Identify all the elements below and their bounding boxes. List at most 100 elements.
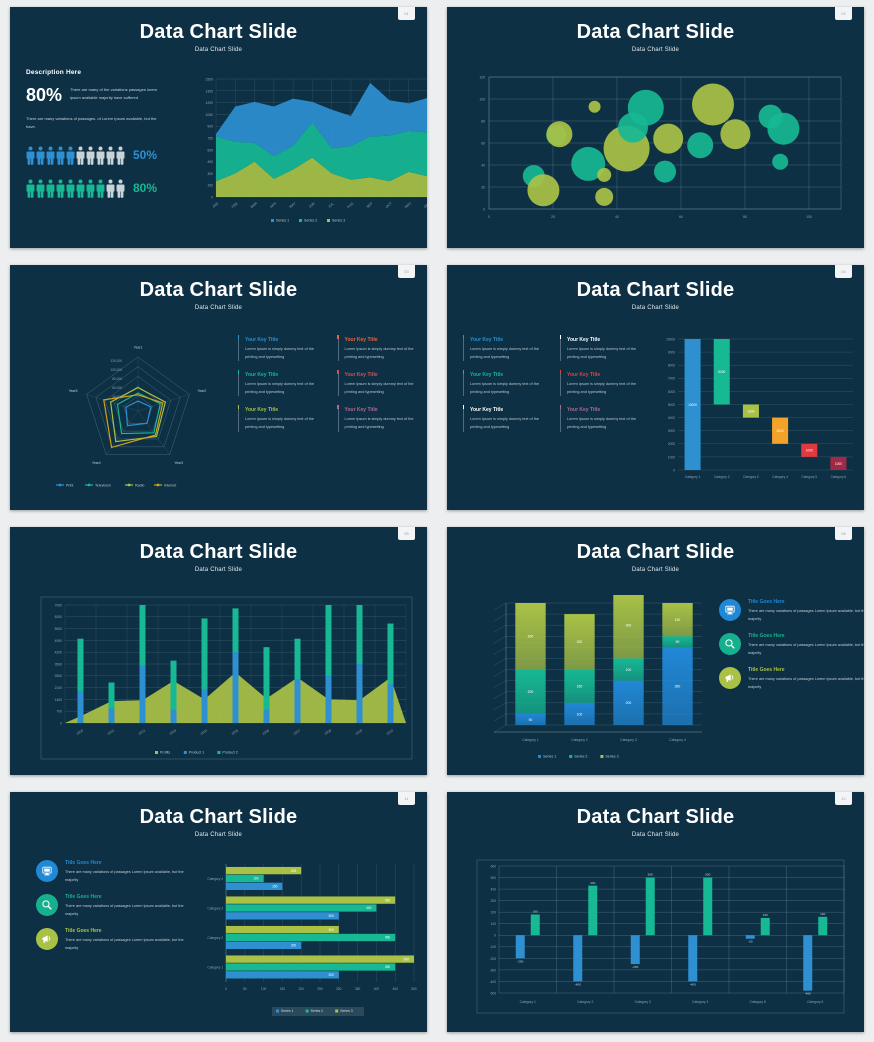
svg-text:450: 450 [385, 936, 391, 940]
slide-3[interactable]: 03 Data Chart Slide Data Chart Slide 120… [10, 265, 427, 510]
svg-text:Category 2: Category 2 [207, 936, 223, 940]
svg-text:400: 400 [491, 887, 497, 891]
slide-4[interactable]: 04 Data Chart Slide Data Chart Slide You… [447, 265, 864, 510]
svg-text:750: 750 [207, 137, 213, 141]
slide-number-badge: 11 [398, 792, 415, 805]
slide-7[interactable]: 11 Data Chart Slide Data Chart Slide Tit… [10, 792, 427, 1032]
page-title: Data Chart Slide [139, 806, 298, 828]
svg-text:600: 600 [491, 864, 497, 868]
key-points-list: Your Key Title Lorem Ipsum is simply dumm… [462, 335, 643, 432]
svg-text:Series 3: Series 3 [332, 219, 345, 223]
bullet-marker [462, 370, 464, 375]
svg-text:80,000: 80,000 [112, 377, 122, 381]
slide-cell-8: 12 Data Chart Slide Data Chart Slide 600… [437, 785, 874, 1042]
svg-text:1000: 1000 [835, 462, 842, 466]
svg-text:Year1: Year1 [134, 345, 143, 349]
slide-8[interactable]: 12 Data Chart Slide Data Chart Slide 600… [447, 792, 864, 1032]
svg-text:4000: 4000 [668, 416, 675, 420]
slide-6[interactable]: 06 Data Chart Slide Data Chart Slide 50 2… [447, 527, 864, 775]
stacked-bar-chart-svg: 50 200 300 Category 1 100 150 250 Category 2 200… [493, 591, 702, 759]
svg-text:1400: 1400 [55, 698, 63, 702]
svg-text:0: 0 [60, 721, 62, 725]
page-title: Data Chart Slide [139, 279, 298, 301]
svg-text:OCT: OCT [385, 201, 393, 209]
bullet-marker [337, 370, 339, 375]
svg-text:200: 200 [528, 690, 534, 694]
people-row: 50% [26, 146, 176, 165]
svg-text:60,000: 60,000 [112, 386, 122, 390]
svg-text:2002: 2002 [138, 728, 146, 736]
person-icon [36, 179, 45, 198]
svg-text:120: 120 [479, 76, 485, 80]
person-icon [86, 179, 95, 198]
svg-text:2006: 2006 [262, 728, 270, 736]
svg-text:430: 430 [590, 881, 595, 885]
page-title: Data Chart Slide [576, 806, 735, 828]
svg-text:APR: APR [269, 201, 277, 209]
svg-text:1200: 1200 [205, 101, 213, 105]
slide-number-badge: 12 [835, 792, 852, 805]
key-point: Your Key Title Lorem Ipsum is simply dumm… [337, 370, 424, 397]
slide-1[interactable]: 01 Data Chart Slide Data Chart Slide Des… [10, 7, 427, 248]
description-block: Description Here 80% There are many of t… [26, 69, 176, 198]
svg-text:Year5: Year5 [69, 389, 78, 393]
key-point-body: Lorem Ipsum is simply dummy text of the … [470, 382, 539, 394]
svg-text:-200: -200 [490, 957, 497, 961]
svg-text:500: 500 [648, 873, 653, 877]
svg-text:4900: 4900 [55, 639, 63, 643]
slide-cell-4: 04 Data Chart Slide Data Chart Slide You… [437, 258, 874, 520]
person-icon [96, 146, 105, 165]
page-subtitle: Data Chart Slide [194, 305, 243, 311]
people-percent: 80% [133, 181, 158, 196]
svg-text:2010: 2010 [386, 728, 394, 736]
diverging-bar-chart-s8: 600 500 400 300 200 100 0 -100 -200 -300 -400 -500 -… [469, 856, 854, 1019]
person-icon [26, 179, 35, 198]
svg-text:7000: 7000 [668, 377, 675, 381]
feature-list: Title Goes Here There are many variations… [36, 860, 186, 963]
svg-text:10000: 10000 [666, 337, 675, 341]
svg-text:150: 150 [272, 885, 278, 889]
key-point-body: Lorem Ipsum is simply dummy text of the … [245, 417, 314, 429]
slide-5[interactable]: 05 Data Chart Slide Data Chart Slide 0 70… [10, 527, 427, 775]
key-point-body: Lorem Ipsum is simply dummy text of the … [470, 417, 539, 429]
svg-text:150: 150 [577, 685, 583, 689]
svg-text:300: 300 [528, 635, 534, 639]
svg-text:2005: 2005 [231, 728, 239, 736]
feature-item: Title Goes Here There are many variations… [719, 599, 864, 623]
page-title: Data Chart Slide [576, 21, 735, 43]
page-subtitle: Data Chart Slide [194, 567, 243, 573]
svg-text:500: 500 [705, 873, 710, 877]
people-icons [26, 179, 125, 198]
slide-2[interactable]: 02 Data Chart Slide Data Chart Slide 0 20… [447, 7, 864, 248]
people-icons [26, 146, 125, 165]
page-subtitle: Data Chart Slide [194, 47, 243, 53]
svg-text:300: 300 [491, 899, 497, 903]
svg-text:Internet: Internet [164, 483, 176, 487]
person-icon [66, 179, 75, 198]
svg-text:FEB: FEB [231, 201, 239, 209]
svg-text:160: 160 [820, 912, 825, 916]
radar-chart-s3: 120,000 100,000 80,000 60,000 40,000 Year1 Yea… [50, 333, 230, 493]
svg-text:MAR: MAR [250, 201, 259, 209]
feature-body: There are many variations of passages Lo… [65, 870, 184, 882]
key-point-title: Your Key Title [245, 337, 279, 343]
key-point-body: Lorem Ipsum is simply dummy text of the … [567, 382, 636, 394]
feature-text: Title Goes Here There are many variations… [65, 860, 186, 884]
svg-text:900: 900 [207, 125, 213, 129]
svg-text:40: 40 [615, 215, 619, 219]
svg-text:7000: 7000 [55, 603, 63, 607]
svg-text:Category 2: Category 2 [577, 1000, 593, 1004]
svg-text:Category 1: Category 1 [522, 738, 539, 742]
svg-text:600: 600 [207, 148, 213, 152]
combo-chart-svg: 0 700 1400 2100 2800 3500 4200 4900 5600 6300 7000… [40, 596, 413, 760]
svg-text:Series 3: Series 3 [340, 1009, 353, 1013]
svg-text:2003: 2003 [169, 728, 177, 736]
svg-text:500: 500 [491, 876, 497, 880]
svg-text:9000: 9000 [668, 351, 675, 355]
key-point-title: Your Key Title [470, 372, 504, 379]
svg-text:Series 1: Series 1 [276, 219, 289, 223]
svg-text:20: 20 [481, 186, 485, 190]
svg-text:Category 1: Category 1 [207, 965, 223, 969]
key-point: Your Key Title Lorem Ipsum is simply dumm… [462, 370, 546, 397]
person-icon [116, 179, 125, 198]
